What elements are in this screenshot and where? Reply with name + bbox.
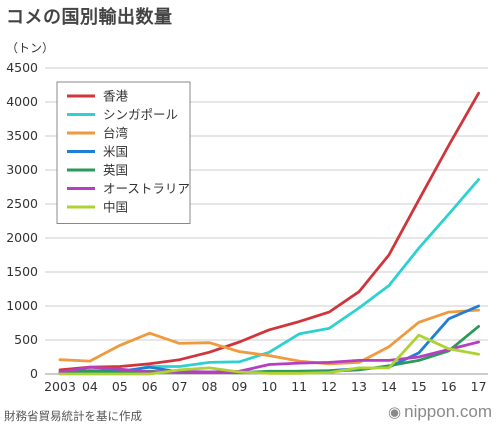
x-tick-label: 09 [231,379,247,394]
x-tick-label: 06 [142,379,158,394]
x-tick-label: 16 [441,379,457,394]
x-tick-label: 08 [202,379,218,394]
y-tick-label: 1500 [6,264,38,279]
y-tick-label: 4000 [6,94,38,109]
speech-bubble-icon: ◉ [388,404,402,421]
x-tick-label: 2003 [44,379,76,394]
y-tick-label: 1000 [6,298,38,313]
x-tick-label: 05 [112,379,128,394]
y-tick-label: 0 [30,366,38,381]
x-tick-label: 04 [82,379,98,394]
x-tick-label: 07 [172,379,188,394]
x-tick-label: 17 [471,379,487,394]
legend-label: 英国 [103,163,128,178]
y-tick-label: 2000 [6,230,38,245]
x-tick-label: 15 [411,379,427,394]
y-axis-label: （トン） [6,41,54,55]
legend-box [56,81,191,224]
brand-name: nippon.com [404,402,492,421]
x-tick-label: 14 [381,379,397,394]
source-note: 財務省貿易統計を基に作成 [4,409,142,423]
y-tick-label: 2500 [6,196,38,211]
y-tick-label: 3500 [6,128,38,143]
legend-label: 中国 [103,200,128,215]
y-tick-label: 3000 [6,162,38,177]
x-axis-ticks: 2003 04 05 06 07 08 09 10 11 12 13 14 15 16 17 [44,379,486,394]
y-tick-label: 500 [14,332,38,347]
y-tick-label: 4500 [6,60,38,75]
series-lines [58,91,481,376]
legend-label: シンガポール [103,107,178,122]
series-line [58,91,481,372]
legend-label: 香港 [103,89,129,104]
series-line [58,340,481,374]
y-axis-ticks: 0 500 1000 1500 2000 2500 3000 3500 4000 4500 [6,60,38,381]
series-line [58,333,481,376]
x-tick-label: 13 [351,379,367,394]
brand-logo[interactable]: ◉ nippon.com [388,402,492,422]
legend-label: オーストラリア [103,181,190,196]
legend-label: 米国 [103,144,128,159]
series-line [58,308,481,366]
x-tick-label: 11 [291,379,307,394]
series-line [58,324,481,375]
legend-label: 台湾 [103,126,128,141]
x-tick-label: 10 [261,379,277,394]
x-tick-label: 12 [321,379,337,394]
chart-title: コメの国別輸出数量 [6,7,173,28]
